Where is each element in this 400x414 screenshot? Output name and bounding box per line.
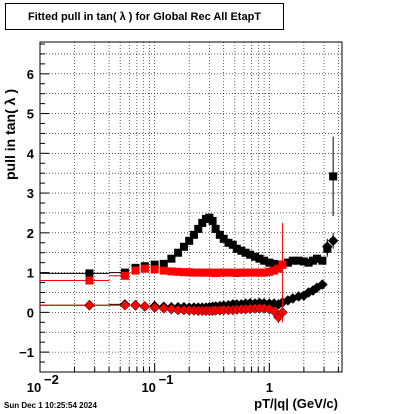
x-tick-label: 10: [141, 380, 155, 395]
y-tick-label: 5: [27, 107, 34, 122]
series-0-point: [224, 238, 233, 247]
series-2-point: [224, 268, 233, 277]
series-0-point: [251, 252, 260, 261]
series-0-point: [179, 242, 188, 251]
series-0-point: [219, 234, 228, 243]
series-0-point: [329, 172, 338, 181]
series-2-point: [174, 267, 183, 276]
y-tick-label: 2: [27, 226, 34, 241]
series-0-point: [265, 258, 274, 267]
series-0-point: [232, 244, 241, 253]
series-0-point: [304, 258, 313, 267]
series-3-point: [158, 303, 170, 314]
series-0-point: [312, 254, 321, 263]
x-tick-label: 1: [266, 380, 273, 395]
series-0-point: [237, 246, 246, 255]
series-0-point: [283, 258, 292, 267]
series-1-point: [321, 241, 333, 253]
series-2-point: [241, 268, 250, 277]
series-3-point: [84, 299, 95, 311]
series-0-point: [194, 224, 203, 233]
series-3-point: [166, 303, 177, 315]
series-2-point: [219, 268, 228, 277]
series-2-point: [189, 268, 198, 277]
y-axis-label: pull in tan( λ ): [2, 89, 18, 180]
x-tick-label: 10: [27, 380, 41, 395]
series-2-point: [246, 268, 255, 277]
timestamp: Sun Dec 1 10:25:54 2024: [4, 401, 97, 410]
series-0-point: [189, 230, 198, 239]
x-tick-exponent: −1: [159, 372, 174, 387]
series-0-point: [85, 269, 94, 278]
series-2-point: [167, 267, 176, 276]
series-2-point: [185, 268, 194, 277]
series-0-point: [208, 216, 217, 225]
series-0-point: [270, 259, 279, 268]
series-1-point: [317, 279, 328, 290]
y-tick-label: 3: [27, 186, 34, 201]
series-1-point: [327, 235, 339, 247]
series-0-point: [246, 250, 255, 259]
series-0-point: [294, 256, 303, 265]
y-tick-label: 6: [27, 67, 34, 82]
series-0-point: [288, 256, 297, 265]
series-3-point: [130, 299, 141, 311]
series-2-point: [140, 264, 149, 273]
y-tick-label: −1: [19, 345, 34, 360]
series-2-point: [131, 266, 140, 275]
series-0-point: [241, 248, 250, 257]
x-axis-label: pT/|q| (GeV/c): [254, 396, 338, 411]
series-0-point: [150, 260, 159, 269]
y-tick-label: 0: [27, 305, 34, 320]
series-0-point: [260, 256, 269, 265]
series-0-point: [318, 256, 327, 265]
series-2-point: [260, 268, 269, 277]
series-3-point: [277, 307, 288, 318]
marks: [40, 136, 339, 324]
series-2-point: [232, 269, 241, 277]
series-0-point: [299, 257, 308, 266]
y-tick-label: 4: [27, 146, 35, 161]
series-2-point: [237, 268, 246, 277]
series-2-point: [270, 266, 279, 275]
series-2-point: [251, 268, 260, 277]
x-tick-exponent: −2: [44, 372, 59, 387]
series-3-point: [119, 299, 131, 311]
series-2-point: [85, 276, 94, 285]
series-2-point: [211, 269, 220, 277]
y-tick-label: 1: [27, 266, 34, 281]
series-2-point: [179, 268, 188, 277]
series-2-point: [255, 268, 264, 277]
series-0-point: [255, 254, 264, 263]
series-2-point: [265, 267, 274, 276]
chart-title: Fitted pull in tan( λ ) for Global Rec A…: [5, 3, 284, 30]
series-3-point: [139, 301, 151, 312]
series-0-point: [185, 236, 194, 245]
series-0-point: [159, 259, 168, 268]
series-2-point: [150, 265, 159, 274]
series-2-point: [159, 266, 168, 275]
series-0-point: [211, 224, 220, 233]
series-3-point: [149, 302, 161, 313]
plot-frame: [39, 41, 343, 373]
series-0-point: [174, 248, 183, 257]
series-2-point: [120, 271, 129, 280]
series-0-point: [167, 254, 176, 263]
series-2-point: [278, 260, 287, 269]
